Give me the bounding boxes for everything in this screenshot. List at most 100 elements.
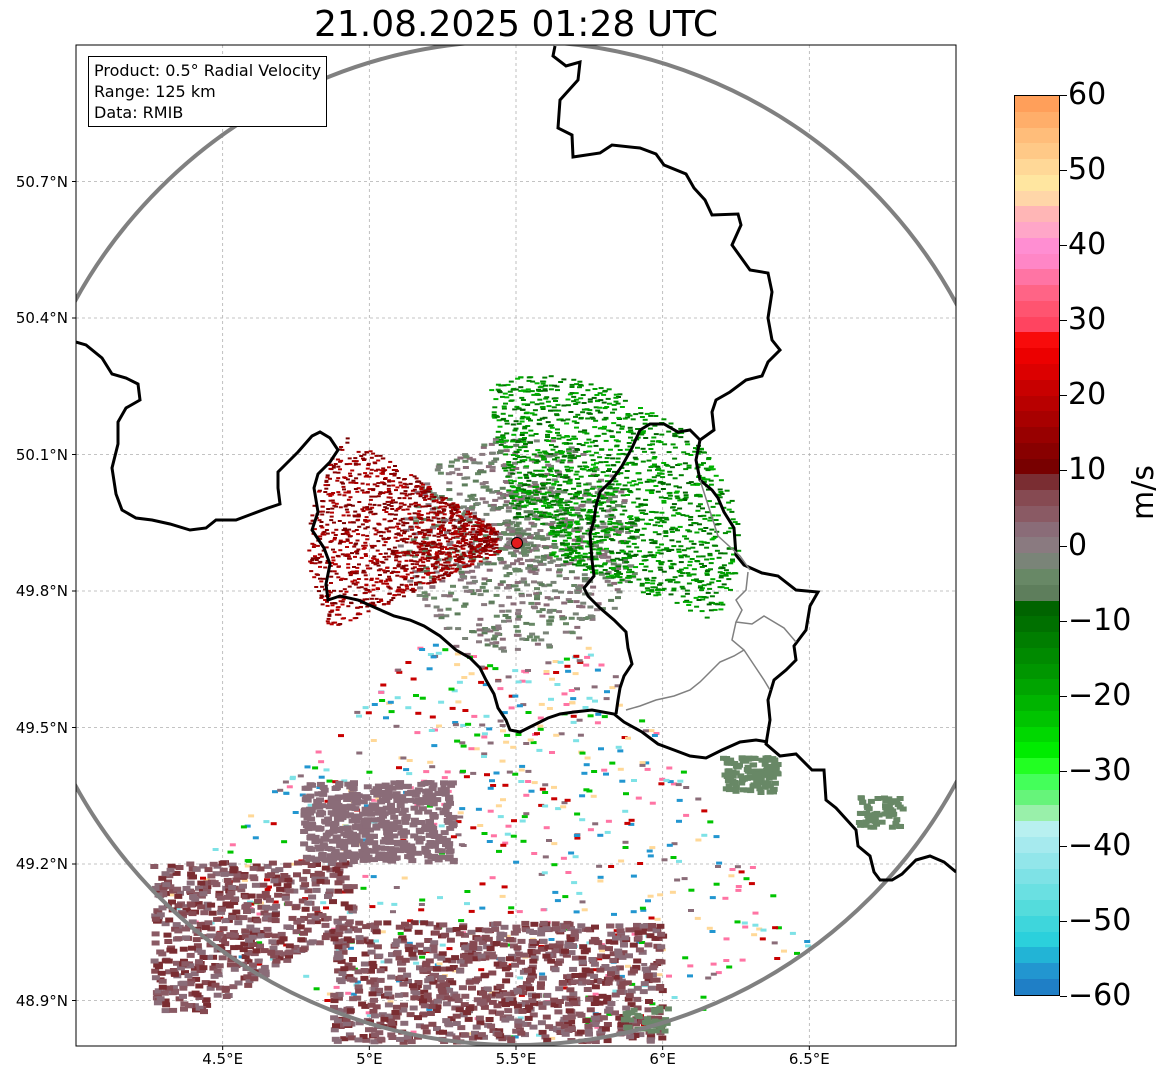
echo-pixel xyxy=(476,640,482,644)
echo-pixel xyxy=(577,560,583,563)
echo-pixel xyxy=(596,864,603,868)
echo-pixel xyxy=(528,521,535,525)
echo-pixel xyxy=(217,906,226,912)
echo-pixel xyxy=(362,546,367,549)
echo-pixel xyxy=(427,653,434,656)
echo-pixel xyxy=(415,563,419,566)
echo-pixel xyxy=(455,627,462,631)
echo-pixel xyxy=(562,501,568,504)
echo-pixel xyxy=(686,466,692,469)
echo-pixel xyxy=(537,398,543,401)
echo-pixel xyxy=(718,552,724,555)
echo-pixel xyxy=(617,393,623,396)
echo-pixel xyxy=(705,469,711,472)
echo-pixel xyxy=(475,545,480,548)
echo-pixel xyxy=(351,481,356,484)
echo-pixel xyxy=(503,500,510,504)
echo-pixel xyxy=(491,523,498,527)
echo-pixel xyxy=(555,530,561,533)
echo-pixel xyxy=(613,933,619,937)
echo-pixel xyxy=(574,546,580,549)
echo-pixel xyxy=(575,529,582,533)
echo-pixel xyxy=(701,462,706,465)
echo-pixel xyxy=(419,482,424,485)
echo-pixel xyxy=(610,539,616,542)
echo-pixel xyxy=(314,559,319,561)
echo-pixel xyxy=(587,522,592,525)
echo-pixel xyxy=(522,425,528,428)
echo-pixel xyxy=(523,553,529,557)
echo-pixel xyxy=(504,832,511,836)
echo-pixel xyxy=(327,463,332,466)
echo-pixel xyxy=(236,935,245,940)
echo-pixel xyxy=(250,976,259,982)
echo-pixel xyxy=(613,522,619,525)
echo-pixel xyxy=(560,450,566,453)
echo-pixel xyxy=(548,523,555,526)
echo-pixel xyxy=(650,582,656,585)
echo-pixel xyxy=(576,482,582,485)
echo-pixel xyxy=(495,679,502,683)
echo-pixel xyxy=(590,794,597,798)
echo-pixel xyxy=(446,497,453,501)
echo-pixel xyxy=(649,489,655,492)
echo-pixel xyxy=(228,862,237,868)
echo-pixel xyxy=(385,500,390,503)
echo-pixel xyxy=(260,948,269,954)
echo-pixel xyxy=(603,536,609,539)
echo-pixel xyxy=(383,541,388,544)
echo-pixel xyxy=(548,615,555,619)
echo-pixel xyxy=(247,917,256,923)
echo-pixel xyxy=(340,448,345,451)
echo-pixel xyxy=(748,882,755,886)
echo-pixel xyxy=(600,522,607,526)
echo-pixel xyxy=(582,592,589,596)
echo-pixel xyxy=(208,910,217,916)
echo-pixel xyxy=(365,1011,372,1015)
echo-pixel xyxy=(356,533,361,536)
echo-pixel xyxy=(180,1001,189,1007)
echo-pixel xyxy=(415,575,420,578)
echo-pixel xyxy=(379,469,384,472)
echo-pixel xyxy=(468,515,473,518)
echo-pixel xyxy=(186,888,195,894)
echo-pixel xyxy=(546,482,552,485)
echo-pixel xyxy=(611,581,618,585)
echo-pixel xyxy=(230,945,239,951)
echo-pixel xyxy=(518,993,525,997)
echo-pixel xyxy=(401,540,406,543)
echo-pixel xyxy=(597,406,603,409)
echo-pixel xyxy=(515,612,521,616)
echo-pixel xyxy=(491,459,498,463)
echo-pixel xyxy=(325,511,330,514)
echo-pixel xyxy=(503,402,508,405)
echo-pixel xyxy=(431,556,436,559)
echo-pixel xyxy=(674,601,680,604)
echo-pixel xyxy=(321,500,326,503)
echo-pixel xyxy=(630,418,636,421)
echo-pixel xyxy=(423,569,430,573)
echo-pixel xyxy=(625,540,631,543)
echo-pixel xyxy=(520,537,527,541)
echo-pixel xyxy=(616,703,623,707)
echo-pixel xyxy=(394,549,399,552)
echo-pixel xyxy=(656,593,662,596)
echo-pixel xyxy=(458,570,465,574)
echo-pixel xyxy=(363,544,368,547)
echo-pixel xyxy=(714,549,720,552)
echo-pixel xyxy=(536,418,542,421)
echo-pixel xyxy=(633,483,639,486)
echo-pixel xyxy=(415,485,420,487)
echo-pixel xyxy=(417,531,422,533)
echo-pixel xyxy=(627,581,633,584)
echo-pixel xyxy=(525,680,532,684)
echo-pixel xyxy=(658,568,664,571)
echo-pixel xyxy=(532,409,538,412)
echo-pixel xyxy=(704,546,710,549)
echo-pixel xyxy=(256,962,263,966)
echo-pixel xyxy=(574,535,580,538)
echo-pixel xyxy=(603,461,609,463)
echo-pixel xyxy=(504,419,510,422)
echo-pixel xyxy=(667,780,674,784)
echo-pixel xyxy=(181,961,190,967)
